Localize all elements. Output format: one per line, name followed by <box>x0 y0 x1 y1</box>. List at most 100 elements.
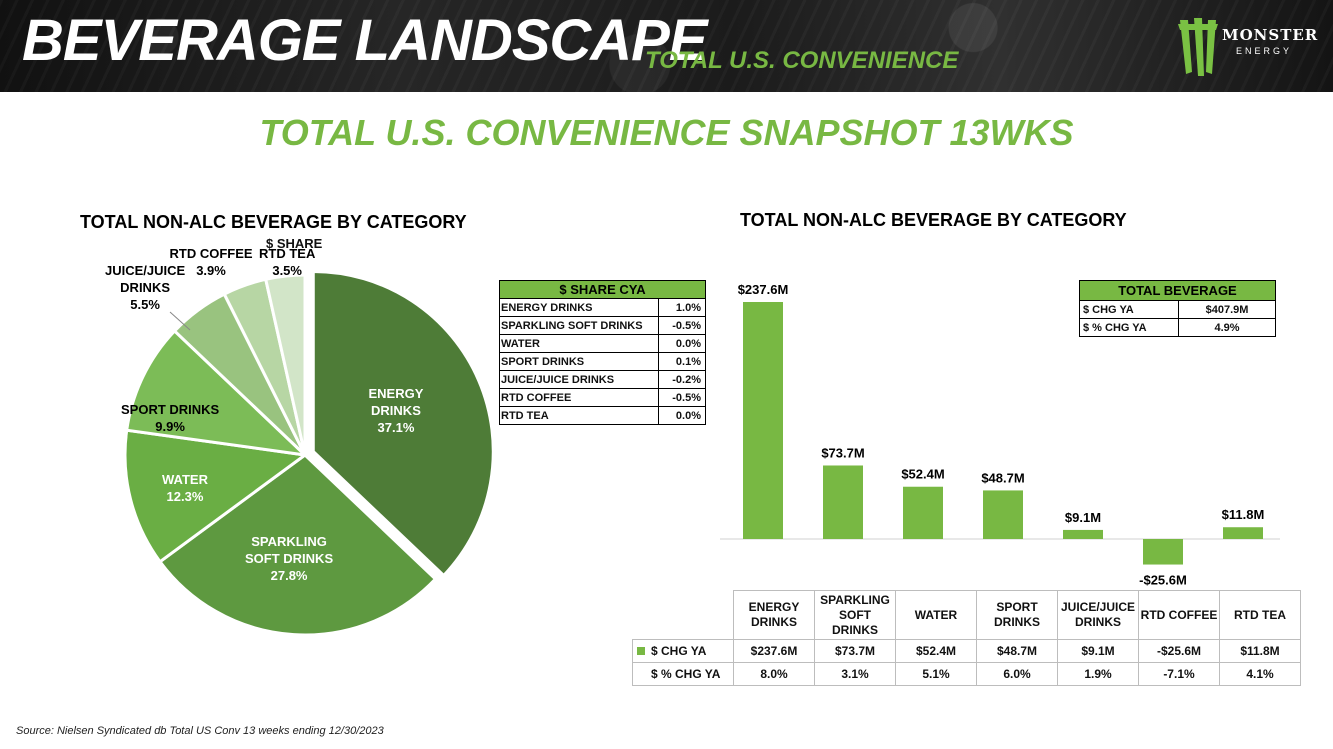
pie-slice-energy-drinks <box>311 269 495 578</box>
pie-label-value: 9.9% <box>155 419 185 434</box>
bar-sport-drinks <box>983 490 1023 539</box>
total-table-title: TOTAL BEVERAGE <box>1079 280 1276 301</box>
bar-rtd-tea <box>1223 527 1263 539</box>
pie-label-rtd-coffee: RTD COFFEE 3.9% <box>170 245 253 279</box>
bar-chart-title: TOTAL NON-ALC BEVERAGE BY CATEGORY <box>740 210 1127 230</box>
logo-wordmark: MONSTER <box>1222 26 1319 44</box>
total-value: 4.9% <box>1178 318 1276 337</box>
legend-swatch <box>637 647 645 655</box>
header-banner: BEVERAGE LANDSCAPE TOTAL U.S. CONVENIENC… <box>0 0 1333 92</box>
bar-water <box>903 486 943 539</box>
table-cell: 5.1% <box>895 662 977 686</box>
share-category: ENERGY DRINKS <box>499 298 659 317</box>
share-value: 0.1% <box>658 352 706 371</box>
share-value: 0.0% <box>658 334 706 353</box>
pie-chart-subtitle: $ SHARE <box>266 236 323 251</box>
share-category: RTD COFFEE <box>499 388 659 407</box>
table-row: RTD TEA 0.0% <box>499 406 706 425</box>
share-table-title: $ SHARE CYA <box>499 280 706 299</box>
share-value: 0.0% <box>658 406 706 425</box>
bar-value-label: $73.7M <box>821 445 864 460</box>
row-label: $ % CHG YA <box>632 662 734 686</box>
column-header-rtd-coffee: RTD COFFEE <box>1138 590 1220 640</box>
share-category: SPORT DRINKS <box>499 352 659 371</box>
pie-label-water: WATER 12.3% <box>162 471 208 505</box>
share-category: JUICE/JUICE DRINKS <box>499 370 659 389</box>
row-label-text: $ CHG YA <box>651 644 707 658</box>
bar-value-label: $48.7M <box>981 470 1024 485</box>
bar-data-table: ENERGY DRINKS SPARKLING SOFT DRINKS WATER SPOR… <box>632 590 1301 686</box>
pie-label-name: WATER <box>162 472 208 487</box>
pie-label-value: 5.5% <box>130 296 160 312</box>
pie-label-rtd-tea: RTD TEA 3.5% <box>259 245 315 279</box>
table-cell: $11.8M <box>1219 639 1301 663</box>
table-cell: -7.1% <box>1138 662 1220 686</box>
logo-subtext: ENERGY <box>1236 46 1293 56</box>
table-cell: -$25.6M <box>1138 639 1220 663</box>
pie-label-value: 27.8% <box>270 567 308 583</box>
table-row: $ % CHG YA 8.0% 3.1% 5.1% 6.0% 1.9% -7.1% 4.1% <box>632 662 1301 686</box>
table-cell: $52.4M <box>895 639 977 663</box>
pie-label-name: SPORT DRINKS <box>121 402 220 417</box>
table-cell: $48.7M <box>976 639 1058 663</box>
pie-chart <box>123 269 495 637</box>
pie-slice-sparkling-soft-drinks <box>157 453 438 637</box>
table-cell: 1.9% <box>1057 662 1139 686</box>
table-row: SPARKLING SOFT DRINKS -0.5% <box>499 316 706 335</box>
total-label: $ CHG YA <box>1079 300 1179 319</box>
table-row: $ CHG YA $237.6M $73.7M $52.4M $48.7M $9.1M -$… <box>632 639 1301 663</box>
bar-juice-juice-drinks <box>1063 529 1103 539</box>
pie-label-sparkling-soft-drinks: SPARKLING SOFT DRINKS 27.8% <box>245 533 333 584</box>
share-cya-table: $ SHARE CYA ENERGY DRINKS 1.0% SPARKLING S… <box>499 280 706 425</box>
share-value: -0.5% <box>658 316 706 335</box>
column-header-juice-juice-drinks: JUICE/JUICE DRINKS <box>1057 590 1139 640</box>
table-cell: 6.0% <box>976 662 1058 686</box>
pie-label-name: RTD TEA <box>259 246 316 261</box>
snapshot-title: TOTAL U.S. CONVENIENCE SNAPSHOT 13WKS <box>259 112 1074 153</box>
table-cell: 4.1% <box>1219 662 1301 686</box>
header-texture <box>0 0 1333 92</box>
page-title: BEVERAGE LANDSCAPE <box>22 8 708 73</box>
pie-slice-water <box>123 428 309 564</box>
bar-value-label: $9.1M <box>1065 510 1101 525</box>
table-cell: $237.6M <box>733 639 815 663</box>
pie-label-name: JUICE/JUICE DRINKS <box>105 262 186 295</box>
column-header-sport-drinks: SPORT DRINKS <box>976 590 1058 640</box>
table-row: $ CHG YA $407.9M <box>1079 300 1276 319</box>
table-row: JUICE/JUICE DRINKS -0.2% <box>499 370 706 389</box>
pie-label-name: RTD COFFEE <box>169 246 253 261</box>
share-value: -0.5% <box>658 388 706 407</box>
share-category: RTD TEA <box>499 406 659 425</box>
pie-label-juice-juice-drinks: JUICE/JUICE DRINKS 5.5% <box>105 262 185 313</box>
table-cell: 3.1% <box>814 662 896 686</box>
table-cell: 8.0% <box>733 662 815 686</box>
table-cell: $73.7M <box>814 639 896 663</box>
source-note: Source: Nielsen Syndicated db Total US C… <box>16 725 384 737</box>
table-row: ENERGY DRINKS 1.0% <box>499 298 706 317</box>
column-header-water: WATER <box>895 590 977 640</box>
bar-value-label: $52.4M <box>901 467 944 482</box>
pie-label-sport-drinks: SPORT DRINKS 9.9% <box>121 401 219 435</box>
pie-chart-title: TOTAL NON-ALC BEVERAGE BY CATEGORY <box>80 212 467 232</box>
pie-label-value: 3.5% <box>272 263 302 278</box>
share-value: 1.0% <box>658 298 706 317</box>
table-row: SPORT DRINKS 0.1% <box>499 352 706 371</box>
pie-label-name: SPARKLING SOFT DRINKS <box>245 533 334 566</box>
bar-value-label: $237.6M <box>738 282 789 297</box>
column-header-energy-drinks: ENERGY DRINKS <box>733 590 815 640</box>
pie-label-value: 3.9% <box>196 263 226 278</box>
table-row: RTD COFFEE -0.5% <box>499 388 706 407</box>
total-label: $ % CHG YA <box>1079 318 1179 337</box>
bar-value-label: $11.8M <box>1222 507 1265 522</box>
page-subtitle: TOTAL U.S. CONVENIENCE <box>645 47 959 74</box>
pie-label-energy-drinks: ENERGY DRINKS 37.1% <box>369 385 424 436</box>
pie-label-name: ENERGY DRINKS <box>368 385 424 418</box>
monster-claw-logo <box>1178 18 1218 76</box>
bar-energy-drinks <box>743 302 783 539</box>
pie-slice-sport-drinks <box>125 328 310 458</box>
table-row: $ % CHG YA 4.9% <box>1079 318 1276 337</box>
bar-chart: $237.6M $73.7M $52.4M $48.7M $9.1M -$25.6M $11… <box>720 282 1280 588</box>
pie-label-value: 37.1% <box>377 419 415 435</box>
table-corner <box>632 590 734 640</box>
table-cell: $9.1M <box>1057 639 1139 663</box>
